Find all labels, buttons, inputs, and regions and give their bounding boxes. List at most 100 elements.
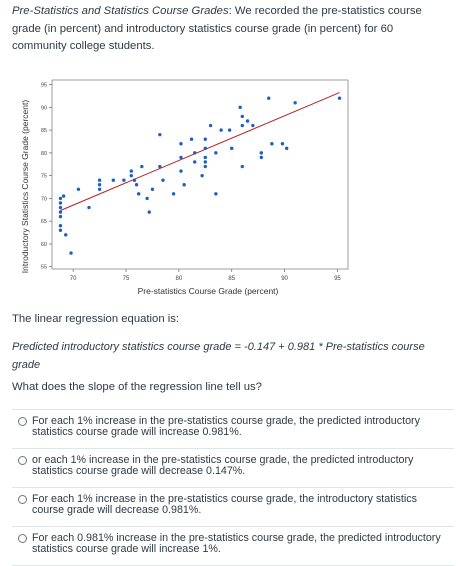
data-point xyxy=(259,151,264,155)
data-point xyxy=(214,151,218,155)
data-point xyxy=(158,164,162,169)
answer-option-d[interactable]: For each 0.981% increase in the pre-stat… xyxy=(12,526,454,566)
data-point xyxy=(203,160,207,164)
data-point xyxy=(337,96,342,100)
data-point xyxy=(161,178,165,182)
data-point xyxy=(58,201,63,205)
data-point xyxy=(270,142,274,146)
data-point xyxy=(214,192,218,196)
data-point xyxy=(245,119,250,123)
data-point xyxy=(97,178,102,182)
data-point xyxy=(179,142,183,146)
data-point xyxy=(134,183,139,187)
x-tick-label: 95 xyxy=(334,276,341,282)
data-point xyxy=(200,173,204,178)
data-point xyxy=(203,164,207,169)
x-tick-label: 75 xyxy=(123,276,130,282)
data-point xyxy=(203,155,207,160)
data-point xyxy=(203,146,207,151)
data-point xyxy=(97,187,102,192)
x-axis-label: Pre-statistics Course Grade (percent) xyxy=(138,286,279,296)
x-tick-label: 90 xyxy=(281,276,288,282)
radio-button-icon[interactable] xyxy=(18,456,27,465)
plot-area xyxy=(51,79,349,270)
y-tick-label: 70 xyxy=(41,196,47,202)
data-point xyxy=(208,123,213,128)
data-point xyxy=(132,178,137,182)
data-point xyxy=(147,210,151,214)
data-point xyxy=(129,173,133,178)
data-point xyxy=(219,128,223,132)
problem-title: Pre-Statistics and Statistics Course Gra… xyxy=(12,5,229,17)
option-label: For each 0.981% increase in the pre-stat… xyxy=(32,532,441,555)
y-tick-label: 55 xyxy=(41,265,47,271)
x-tick-label: 80 xyxy=(176,276,183,282)
data-point xyxy=(251,123,255,128)
data-point xyxy=(150,187,155,192)
data-point xyxy=(230,146,234,151)
data-point xyxy=(145,196,149,201)
scatter-plot: 70 75 80 85 90 95 55 60 65 70 75 80 85 90 95 Pre-statis… xyxy=(6,74,358,302)
radio-button-icon[interactable] xyxy=(18,417,27,426)
answer-option-b[interactable]: or each 1% increase in the pre-statistic… xyxy=(12,448,454,487)
question-text: What does the slope of the regression li… xyxy=(12,381,262,393)
radio-button-icon[interactable] xyxy=(18,534,27,543)
option-label: For each 1% increase in the pre-statisti… xyxy=(32,493,417,516)
data-point xyxy=(58,224,63,228)
scatter-plot-svg: 70 75 80 85 90 95 55 60 65 70 75 80 85 90 95 Pre-statis… xyxy=(20,79,349,296)
data-point xyxy=(61,194,66,198)
data-point xyxy=(238,105,242,110)
answer-option-c[interactable]: For each 1% increase in the pre-statisti… xyxy=(12,487,454,526)
data-point xyxy=(193,160,197,164)
data-point xyxy=(280,142,285,146)
x-tick-label: 70 xyxy=(70,276,77,282)
data-point xyxy=(193,151,197,155)
data-point xyxy=(182,183,186,187)
data-point xyxy=(76,187,81,192)
answer-options: For each 1% increase in the pre-statisti… xyxy=(12,409,454,566)
equation-heading: The linear regression equation is: xyxy=(12,313,180,325)
data-point xyxy=(58,205,63,210)
data-point xyxy=(240,123,244,128)
regression-line xyxy=(60,92,340,211)
y-tick-label: 75 xyxy=(41,174,47,180)
x-tick-label: 85 xyxy=(228,276,235,282)
data-point xyxy=(58,214,63,219)
y-axis-label: Introductory Statistics Course Grade (pe… xyxy=(20,100,30,274)
data-point xyxy=(179,155,183,160)
data-point xyxy=(203,137,207,141)
y-tick-label: 85 xyxy=(41,128,47,134)
data-point xyxy=(293,101,297,105)
data-point xyxy=(97,183,102,187)
y-tick-label: 95 xyxy=(41,83,47,89)
data-point xyxy=(227,128,232,132)
option-label: For each 1% increase in the pre-statisti… xyxy=(32,415,420,438)
data-point xyxy=(284,146,289,151)
radio-button-icon[interactable] xyxy=(18,495,27,504)
data-point xyxy=(87,205,91,210)
data-point xyxy=(69,251,73,255)
data-point xyxy=(259,155,264,160)
data-point xyxy=(179,169,183,173)
data-point xyxy=(189,137,194,141)
regression-equation: Predicted introductory statistics course… xyxy=(12,341,425,371)
data-point xyxy=(64,233,68,237)
problem-description: : We recorded the pre-statistics course … xyxy=(12,5,422,52)
data-point xyxy=(267,96,271,100)
data-point xyxy=(122,178,126,182)
data-point xyxy=(129,169,133,173)
answer-option-a[interactable]: For each 1% increase in the pre-statisti… xyxy=(12,409,454,448)
data-point xyxy=(240,114,244,119)
data-point xyxy=(58,196,63,201)
data-point xyxy=(58,210,63,214)
option-label: or each 1% increase in the pre-statistic… xyxy=(32,454,414,477)
data-point xyxy=(136,192,141,196)
y-tick-label: 80 xyxy=(41,151,47,157)
data-point xyxy=(140,164,144,169)
data-point xyxy=(158,132,162,137)
y-tick-label: 90 xyxy=(41,105,47,111)
data-point xyxy=(240,164,244,169)
data-point xyxy=(58,228,63,232)
data-point xyxy=(171,192,176,196)
y-tick-label: 65 xyxy=(41,219,47,225)
